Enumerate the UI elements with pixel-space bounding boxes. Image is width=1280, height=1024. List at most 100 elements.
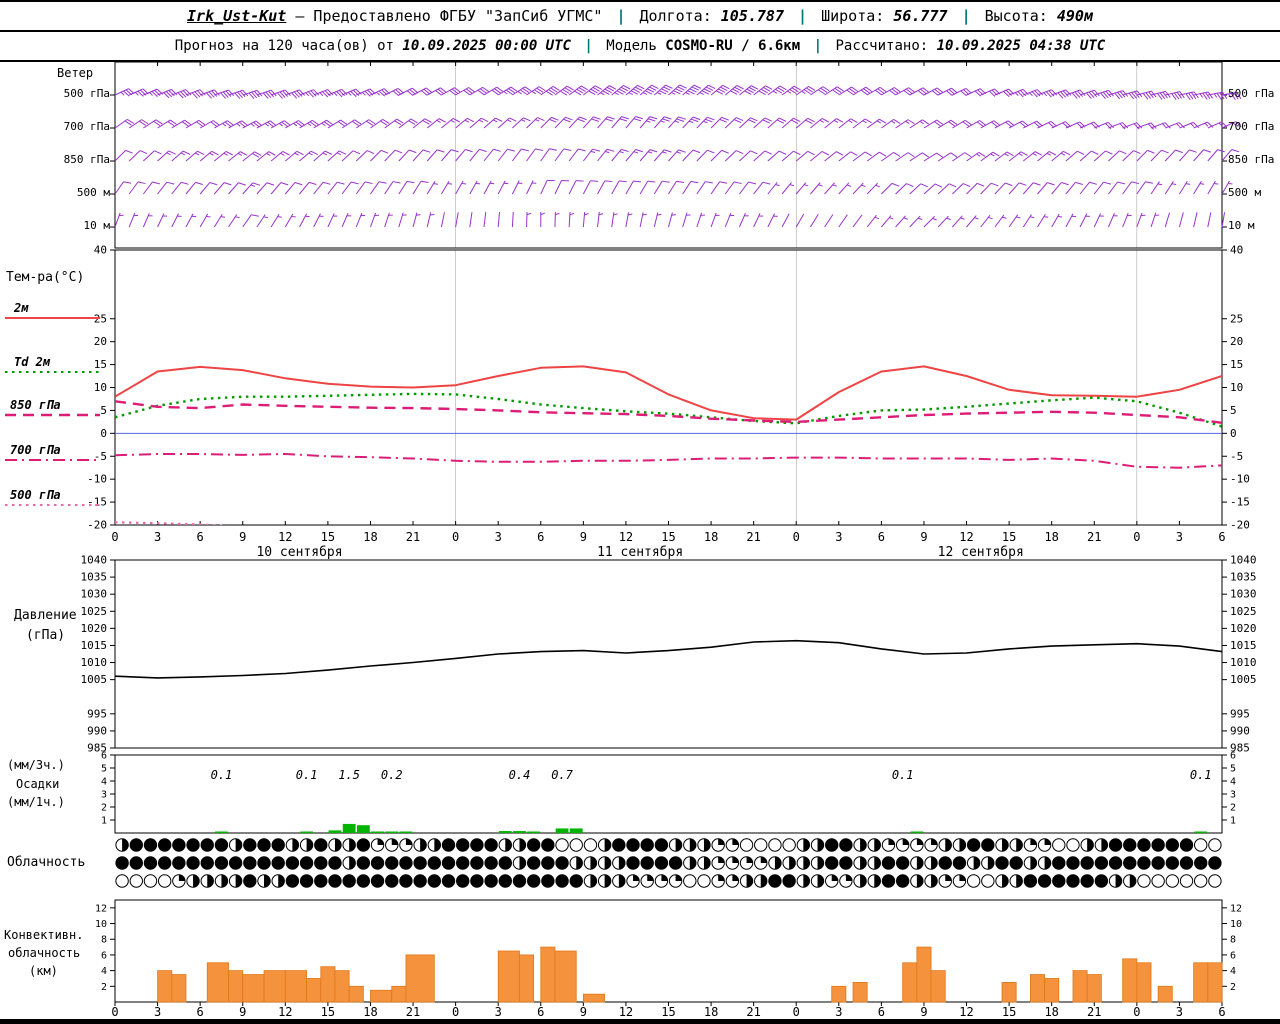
cloud-symbol (441, 838, 456, 852)
convective-bar (519, 954, 535, 1003)
model-label: Модель (606, 38, 657, 54)
svg-text:4: 4 (1230, 966, 1236, 977)
cloud-symbol (243, 874, 257, 888)
svg-text:12: 12 (619, 530, 633, 544)
legend-label-t500: 500 гПа (10, 488, 61, 502)
legend-label-t850: 850 гПа (10, 398, 61, 412)
cloud-symbol (981, 838, 995, 852)
svg-text:0.7: 0.7 (551, 768, 573, 782)
cloud-symbol (654, 838, 669, 852)
wind-level-label-700hpa-right: 700 гПа (1228, 120, 1275, 133)
cloud-symbol (1066, 838, 1080, 852)
cloud-symbol (1208, 874, 1222, 888)
wind-level-label-10m-left: 10 м (83, 219, 111, 232)
cloud-symbol (981, 874, 995, 888)
svg-text:6: 6 (878, 530, 885, 544)
convective-bar (1030, 974, 1045, 1003)
svg-text:9: 9 (239, 530, 246, 544)
cloud-symbol (456, 874, 470, 888)
convective-bar (916, 946, 932, 1003)
svg-text:10: 10 (95, 919, 107, 930)
svg-text:9: 9 (239, 1005, 246, 1019)
cloud-symbol (555, 856, 569, 870)
svg-text:3: 3 (495, 530, 502, 544)
legend-label-td2m: Td 2м (14, 355, 51, 369)
cloud-symbol (186, 856, 200, 870)
svg-text:15: 15 (661, 1005, 675, 1019)
cloud-symbol (654, 856, 669, 870)
cloud-symbol (1123, 856, 1137, 870)
cloud-symbol (314, 856, 328, 870)
cloud-symbol (952, 856, 967, 870)
svg-text:0.1: 0.1 (892, 768, 914, 782)
svg-text:6: 6 (1230, 751, 1236, 762)
precip-bar (399, 831, 413, 833)
svg-text:6: 6 (878, 1005, 885, 1019)
cloud-symbol (271, 856, 285, 870)
svg-text:6: 6 (101, 751, 107, 762)
svg-text:0: 0 (111, 530, 118, 544)
cloud-symbol (157, 838, 172, 852)
svg-text:1030: 1030 (81, 588, 108, 601)
cloud-symbol (228, 856, 243, 870)
convective-bar (370, 989, 393, 1003)
cloud-symbol (299, 874, 314, 888)
svg-text:15: 15 (661, 530, 675, 544)
cloud-symbol (342, 874, 356, 888)
svg-text:0: 0 (100, 427, 107, 440)
cloud-symbol (157, 874, 172, 888)
cloud-symbol (839, 838, 853, 852)
svg-text:20: 20 (94, 335, 107, 348)
cloud-symbol (143, 856, 158, 870)
altitude-label: Высота: (984, 7, 1048, 25)
svg-text:40: 40 (94, 244, 107, 257)
svg-text:12 сентября: 12 сентября (938, 545, 1024, 560)
cloud-symbol (526, 856, 541, 870)
cloud-symbol (754, 838, 768, 852)
svg-text:11 сентября: 11 сентября (597, 545, 683, 560)
svg-text:21: 21 (746, 530, 760, 544)
convective-bar (334, 970, 350, 1003)
cloud-symbol (186, 838, 200, 852)
cloud-symbol (995, 856, 1009, 870)
svg-text:-10: -10 (1230, 473, 1250, 486)
svg-text:1.5: 1.5 (338, 768, 360, 782)
svg-text:0.2: 0.2 (381, 768, 403, 782)
svg-text:-10: -10 (87, 473, 107, 486)
svg-text:25: 25 (1230, 312, 1243, 325)
cloud-symbol (243, 856, 257, 870)
svg-text:15: 15 (1002, 1005, 1016, 1019)
provider-text: Предоставлено ФГБУ "ЗапСиб УГМС" (313, 7, 603, 25)
calc-label: Рассчитано: (835, 38, 929, 54)
cloud-symbol (285, 856, 300, 870)
cloud-symbol (271, 838, 285, 852)
precip-bar (385, 831, 399, 833)
svg-text:12: 12 (278, 530, 292, 544)
svg-text:10 сентября: 10 сентября (256, 545, 342, 560)
svg-text:1020: 1020 (81, 622, 108, 635)
forecast-label: Прогноз на 120 часа(ов) от (174, 38, 394, 54)
svg-text:-20: -20 (87, 519, 107, 532)
cloud-symbol (314, 838, 328, 852)
cloud-symbol (129, 838, 143, 852)
convective-bar (497, 950, 520, 1003)
cloud-symbol (966, 838, 981, 852)
wind-level-label-850hpa-right: 850 гПа (1228, 153, 1275, 166)
convective-bar (1136, 962, 1152, 1003)
svg-text:3: 3 (154, 1005, 161, 1019)
convective-bar (242, 974, 265, 1003)
cloud-symbol (172, 838, 186, 852)
convective-bar (1157, 985, 1173, 1003)
svg-text:12: 12 (1230, 903, 1242, 914)
svg-text:-20: -20 (1230, 519, 1250, 532)
precip-bar (300, 831, 313, 833)
cloud-symbol (555, 874, 569, 888)
svg-text:6: 6 (1230, 950, 1236, 961)
cloud-symbol (825, 856, 839, 870)
cloud-symbol (356, 838, 371, 852)
cloud-symbol (739, 838, 754, 852)
svg-text:1030: 1030 (1230, 588, 1257, 601)
longitude-label: Долгота: (639, 7, 712, 25)
cloud-symbol (385, 874, 399, 888)
pressure-panel-title: Давление (14, 608, 77, 623)
